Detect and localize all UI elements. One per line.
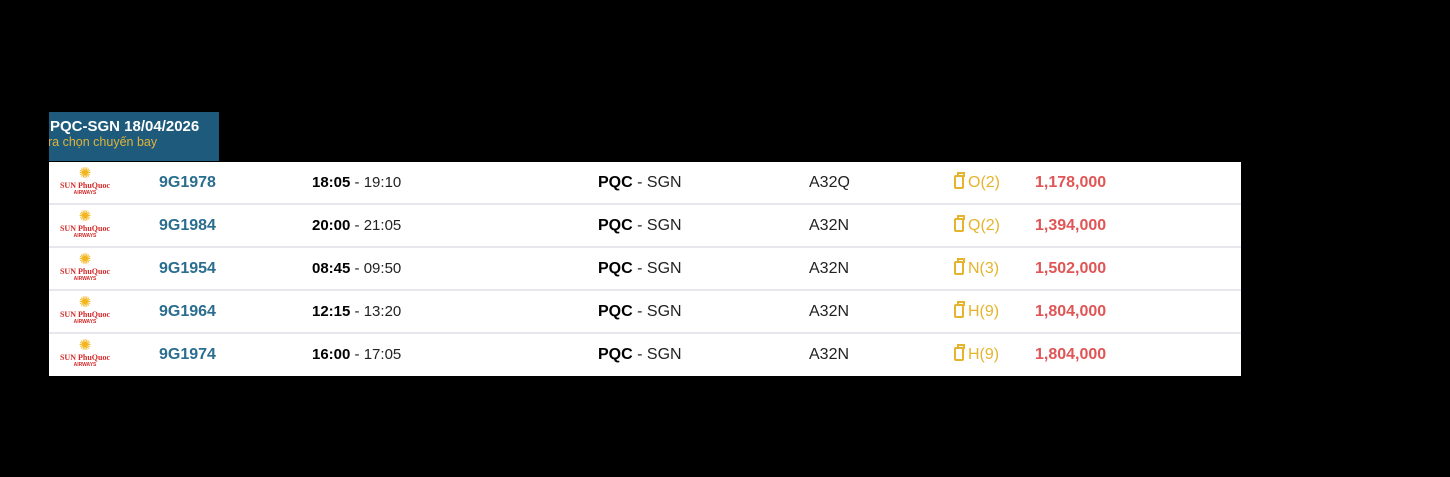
flight-row[interactable]: ✺ SUN PhuQuoc AIRWAYS 9G1974 16:00 - 17:05… — [49, 334, 1241, 376]
flight-time: 12:15 - 13:20 — [312, 303, 402, 320]
depart-time: 16:00 — [312, 346, 351, 363]
price[interactable]: 1,804,000 — [1035, 303, 1107, 320]
sun-icon: ✺ — [78, 165, 92, 182]
luggage-icon — [954, 258, 965, 275]
route: PQC - SGN — [598, 260, 682, 277]
fare-class: O(2) — [954, 172, 1000, 192]
sun-icon: ✺ — [78, 337, 92, 354]
airline-logo: ✺ SUN PhuQuoc AIRWAYS — [53, 337, 117, 368]
sun-icon: ✺ — [78, 294, 92, 311]
origin: PQC — [598, 303, 633, 320]
luggage-icon — [954, 344, 965, 361]
fare-class: N(3) — [954, 258, 1000, 278]
airline-logo: ✺ SUN PhuQuoc AIRWAYS — [53, 251, 117, 282]
airline-logo: ✺ SUN PhuQuoc AIRWAYS — [53, 208, 117, 239]
flight-time: 16:00 - 17:05 — [312, 346, 402, 363]
price[interactable]: 1,502,000 — [1035, 260, 1107, 277]
route: PQC - SGN — [598, 303, 682, 320]
fare-class-label: Q(2) — [968, 217, 1000, 234]
flight-number[interactable]: 9G1964 — [159, 303, 216, 320]
destination: SGN — [646, 217, 682, 234]
destination: SGN — [646, 346, 682, 363]
fare-class: H(9) — [954, 301, 1000, 321]
price[interactable]: 1,804,000 — [1035, 346, 1107, 363]
aircraft: A32Q — [809, 174, 850, 191]
flight-number[interactable]: 9G1978 — [159, 174, 216, 191]
aircraft: A32N — [809, 260, 850, 277]
luggage-icon — [954, 301, 965, 318]
airline-logo: ✺ SUN PhuQuoc AIRWAYS — [53, 294, 117, 325]
flight-time: 18:05 - 19:10 — [312, 174, 402, 191]
flight-row[interactable]: ✺ SUN PhuQuoc AIRWAYS 9G1978 18:05 - 19:10… — [49, 162, 1241, 205]
flight-list: ✺ SUN PhuQuoc AIRWAYS 9G1978 18:05 - 19:10… — [49, 162, 1241, 376]
fare-class-label: O(2) — [968, 174, 1000, 191]
route-subtitle: ra chọn chuyến bay — [49, 135, 158, 149]
depart-time: 18:05 — [312, 174, 351, 191]
destination: SGN — [646, 174, 682, 191]
route: PQC - SGN — [598, 174, 682, 191]
arrive-time: 17:05 — [363, 346, 402, 363]
route-header: PQC-SGN 18/04/2026 ra chọn chuyến bay — [49, 112, 219, 161]
flight-number[interactable]: 9G1984 — [159, 217, 216, 234]
aircraft: A32N — [809, 346, 850, 363]
flight-number[interactable]: 9G1974 — [159, 346, 216, 363]
origin: PQC — [598, 346, 633, 363]
luggage-icon — [954, 215, 965, 232]
route-title: PQC-SGN 18/04/2026 — [50, 118, 200, 135]
flight-time: 08:45 - 09:50 — [312, 260, 402, 277]
route: PQC - SGN — [598, 346, 682, 363]
arrive-time: 09:50 — [363, 260, 402, 277]
flight-number[interactable]: 9G1954 — [159, 260, 216, 277]
luggage-icon — [954, 172, 965, 189]
flight-row[interactable]: ✺ SUN PhuQuoc AIRWAYS 9G1954 08:45 - 09:50… — [49, 248, 1241, 291]
origin: PQC — [598, 217, 633, 234]
fare-class-label: H(9) — [968, 346, 1000, 363]
arrive-time: 19:10 — [363, 174, 402, 191]
origin: PQC — [598, 260, 633, 277]
destination: SGN — [646, 303, 682, 320]
aircraft: A32N — [809, 217, 850, 234]
depart-time: 20:00 — [312, 217, 351, 234]
depart-time: 12:15 — [312, 303, 351, 320]
sun-icon: ✺ — [78, 251, 92, 268]
price[interactable]: 1,178,000 — [1035, 174, 1107, 191]
fare-class: Q(2) — [954, 215, 1000, 235]
fare-class-label: H(9) — [968, 303, 1000, 320]
fare-class-label: N(3) — [968, 260, 1000, 277]
flight-time: 20:00 - 21:05 — [312, 217, 402, 234]
flight-row[interactable]: ✺ SUN PhuQuoc AIRWAYS 9G1964 12:15 - 13:20… — [49, 291, 1241, 334]
destination: SGN — [646, 260, 682, 277]
depart-time: 08:45 — [312, 260, 351, 277]
sun-icon: ✺ — [78, 208, 92, 225]
fare-class: H(9) — [954, 344, 1000, 364]
airline-logo: ✺ SUN PhuQuoc AIRWAYS — [53, 165, 117, 196]
aircraft: A32N — [809, 303, 850, 320]
arrive-time: 21:05 — [363, 217, 402, 234]
arrive-time: 13:20 — [363, 303, 402, 320]
route: PQC - SGN — [598, 217, 682, 234]
price[interactable]: 1,394,000 — [1035, 217, 1107, 234]
flight-row[interactable]: ✺ SUN PhuQuoc AIRWAYS 9G1984 20:00 - 21:05… — [49, 205, 1241, 248]
origin: PQC — [598, 174, 633, 191]
